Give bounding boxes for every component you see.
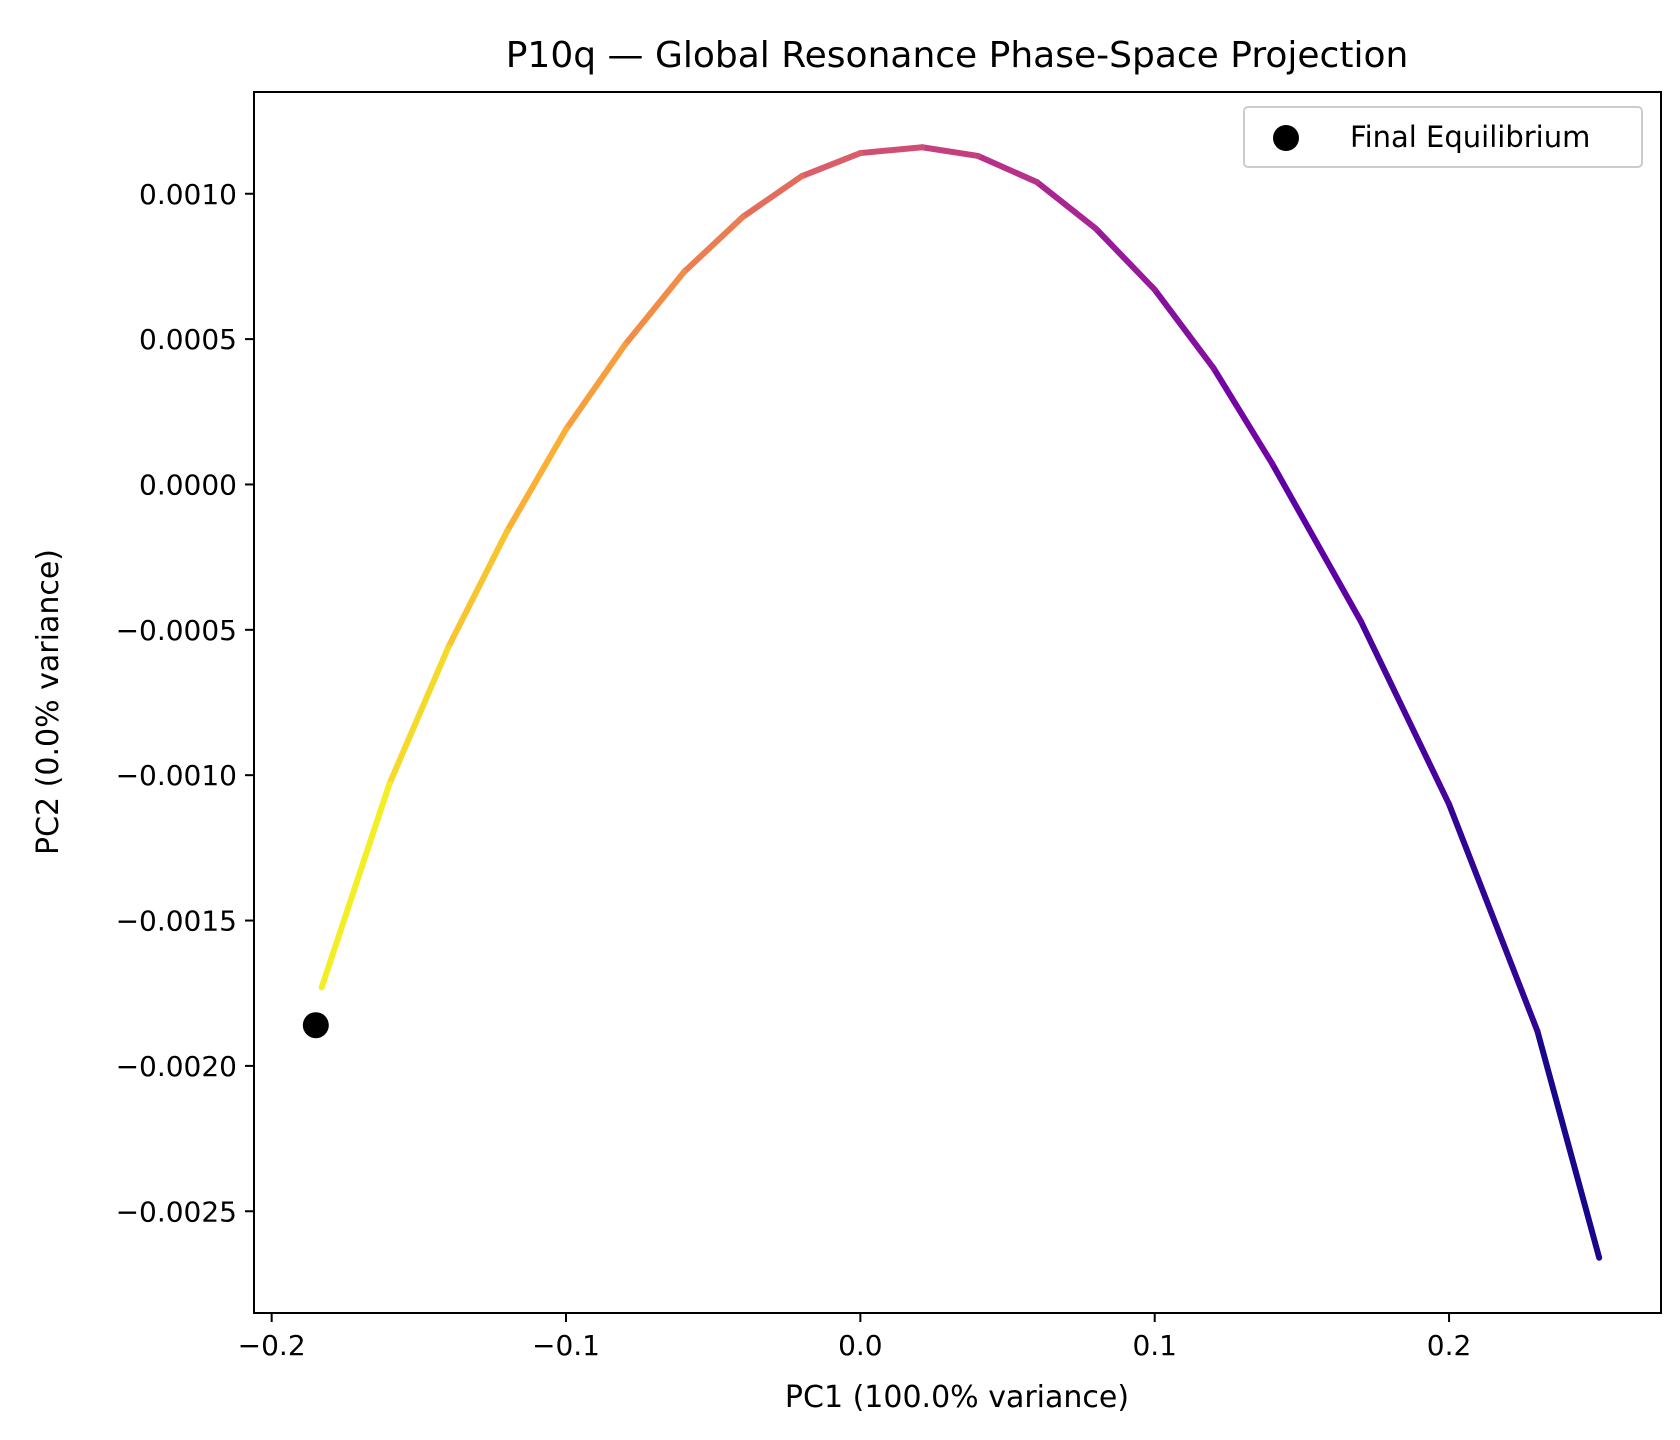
trajectory-segment bbox=[975, 152, 1040, 186]
y-axis-label: PC2 (0.0% variance) bbox=[31, 549, 66, 855]
trajectory-segment bbox=[1092, 225, 1158, 293]
x-axis-label: PC1 (100.0% variance) bbox=[785, 1380, 1129, 1415]
legend-label-final-equilibrium: Final Equilibrium bbox=[1350, 120, 1590, 154]
plot-frame bbox=[253, 91, 1662, 1314]
trajectory-segment bbox=[1033, 179, 1099, 232]
y-tick-label: −0.0005 bbox=[116, 614, 237, 647]
legend: Final Equilibrium bbox=[1243, 106, 1643, 168]
chart-title: P10q — Global Resonance Phase-Space Proj… bbox=[506, 35, 1409, 76]
legend-marker-final-equilibrium bbox=[1273, 125, 1299, 151]
trajectory-segment bbox=[504, 426, 570, 534]
trajectory-segment bbox=[1357, 618, 1453, 808]
trajectory-segment bbox=[857, 144, 926, 157]
x-tick-label: 0.0 bbox=[838, 1329, 883, 1362]
x-tick-label: −0.1 bbox=[532, 1329, 600, 1362]
trajectory-segment bbox=[919, 144, 982, 159]
y-tick-label: 0.0010 bbox=[139, 178, 237, 211]
trajectory-segment bbox=[680, 214, 746, 276]
x-axis-ticks: −0.2 −0.1 0.0 0.1 0.2 bbox=[238, 1313, 1472, 1362]
y-tick-label: −0.0020 bbox=[116, 1050, 237, 1083]
trajectory-segment bbox=[318, 780, 393, 991]
trajectory-segment bbox=[798, 150, 864, 180]
plot-content bbox=[302, 144, 1603, 1261]
trajectory-segment bbox=[1446, 801, 1541, 1035]
trajectory-segment bbox=[1210, 365, 1276, 468]
y-tick-label: −0.0015 bbox=[116, 905, 237, 938]
trajectory-segment bbox=[445, 527, 511, 651]
x-tick-label: −0.2 bbox=[238, 1329, 306, 1362]
trajectory-segment bbox=[1269, 461, 1364, 625]
y-tick-label: −0.0025 bbox=[116, 1195, 237, 1228]
trajectory-segment bbox=[563, 341, 628, 433]
trajectory-segment bbox=[621, 269, 687, 348]
x-tick-label: 0.1 bbox=[1132, 1329, 1177, 1362]
trajectory-segment bbox=[1151, 286, 1217, 372]
y-tick-label: 0.0005 bbox=[139, 323, 237, 356]
trajectory-segment bbox=[739, 173, 805, 221]
y-axis-ticks: 0.0010 0.0005 0.0000 −0.0005 −0.0010 −0.0015 −… bbox=[116, 178, 254, 1228]
y-tick-label: −0.0010 bbox=[116, 759, 237, 792]
final-equilibrium-point bbox=[302, 1012, 329, 1039]
trajectory-segment bbox=[1534, 1028, 1603, 1261]
x-tick-label: 0.2 bbox=[1427, 1329, 1472, 1362]
y-tick-label: 0.0000 bbox=[139, 468, 237, 501]
trajectory-segment bbox=[386, 644, 452, 787]
legend-frame bbox=[1243, 106, 1643, 168]
